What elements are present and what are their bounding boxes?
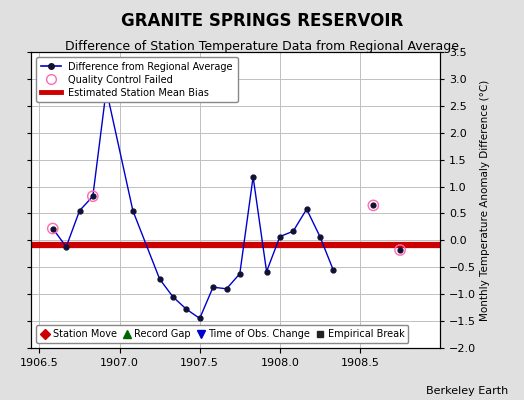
Y-axis label: Monthly Temperature Anomaly Difference (°C): Monthly Temperature Anomaly Difference (… (481, 79, 490, 321)
Text: Berkeley Earth: Berkeley Earth (426, 386, 508, 396)
Legend: Station Move, Record Gap, Time of Obs. Change, Empirical Break: Station Move, Record Gap, Time of Obs. C… (36, 325, 409, 343)
Point (396, 247, 405, 253)
Point (89, 193, 97, 200)
Text: GRANITE SPRINGS RESERVOIR: GRANITE SPRINGS RESERVOIR (121, 12, 403, 30)
Text: Difference of Station Temperature Data from Regional Average: Difference of Station Temperature Data f… (65, 40, 459, 53)
Point (49, 225, 57, 232)
Point (396, 247, 405, 253)
Point (369, 202, 377, 208)
Point (369, 202, 377, 208)
